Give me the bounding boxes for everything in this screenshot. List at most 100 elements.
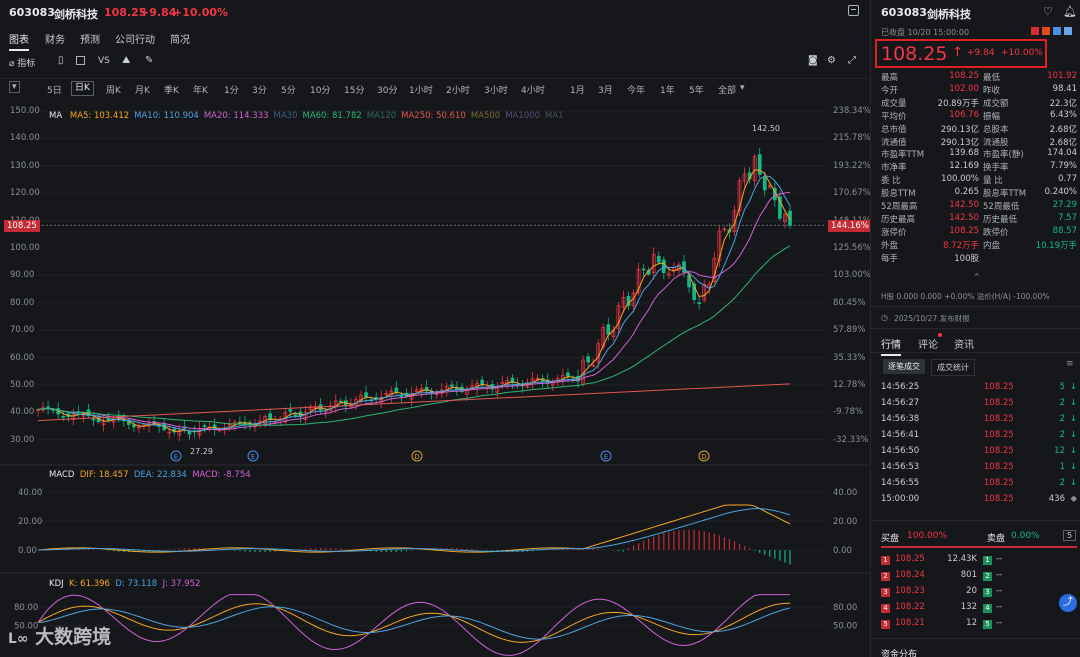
kline-chart[interactable]: E E D E D 40.00 40.00 20.00 20.00 0.00 0.00 80.00 80…: [0, 100, 870, 657]
period-monthly-k[interactable]: 月K: [135, 86, 150, 96]
square-icon[interactable]: [76, 56, 85, 65]
period-yearly-k[interactable]: 年K: [193, 86, 208, 96]
stat-value: 290.13亿: [940, 137, 979, 148]
candle-body: [732, 210, 737, 232]
watermark-logo-icon: ᒪ∞: [8, 631, 29, 647]
price-tick-label: 120.00: [10, 188, 40, 199]
trade-row: 15:00:00 108.25 436 ◆: [881, 494, 1077, 508]
kdj-j-line: [37, 594, 790, 656]
camera-icon[interactable]: ◙: [808, 55, 818, 66]
share-floating-icon[interactable]: ⤴: [1059, 594, 1077, 612]
period-all[interactable]: 全部: [718, 86, 737, 96]
stock-code: 603083: [9, 6, 55, 19]
event-marker-label: D: [414, 453, 419, 461]
stats-row: 市净率 12.169 换手率 7.79%: [881, 161, 1077, 174]
period-3min[interactable]: 3分: [252, 86, 267, 96]
period-1y[interactable]: 1年: [660, 86, 675, 96]
stat-value: 101.92: [1047, 71, 1077, 81]
stat-label: 总股本: [983, 124, 1009, 135]
stat-value: 8.72万手: [943, 240, 979, 251]
period-1m[interactable]: 1月: [570, 86, 585, 96]
ma250-line: [37, 383, 791, 422]
stat-label: 历史最高: [881, 214, 916, 225]
ma-legend-item[interactable]: MA5: 103.412: [69, 111, 130, 121]
trade-time: 14:56:27: [881, 398, 920, 408]
trade-row: 14:56:38 108.25 2 ↓: [881, 414, 1077, 428]
settings-gear-icon[interactable]: ⚙: [827, 55, 836, 66]
period-15min[interactable]: 15分: [344, 86, 365, 96]
expand-chevron-icon[interactable]: ⌃: [973, 273, 981, 283]
period-ytd[interactable]: 今年: [627, 86, 646, 96]
kdj-j: J: 37.952: [162, 579, 201, 589]
stat-value: 100股: [954, 253, 979, 264]
trade-volume: 2: [1059, 398, 1065, 408]
period-dropdown-icon[interactable]: ▾: [9, 81, 20, 93]
period-more-icon[interactable]: ▾: [740, 83, 745, 93]
ask-depth-count[interactable]: 5: [1063, 530, 1077, 541]
pen-icon[interactable]: ✎: [145, 55, 154, 66]
favorite-heart-icon[interactable]: ♡: [1043, 5, 1053, 18]
period-weekly-k[interactable]: 周K: [106, 86, 121, 96]
tab-forecast[interactable]: 预测: [80, 35, 100, 46]
percent-tick-label: 238.34%: [833, 106, 871, 116]
candle-type-icon[interactable]: ▯: [58, 55, 64, 66]
period-5min[interactable]: 5分: [281, 86, 296, 96]
subtab-news[interactable]: 资讯: [954, 340, 974, 351]
subtab-comments[interactable]: 评论: [918, 340, 938, 351]
report-notice[interactable]: 2025/10/27 发布财报: [894, 314, 970, 323]
candle-body: [46, 406, 50, 409]
percent-tick-label: 193.22%: [833, 160, 871, 171]
period-3m[interactable]: 3月: [598, 86, 613, 96]
stat-value: 174.04: [1047, 148, 1077, 159]
tab-finance[interactable]: 财务: [45, 35, 65, 46]
stat-value: 290.13亿: [940, 124, 979, 135]
ma-legend-item[interactable]: MA250: 50.610: [401, 111, 466, 121]
candle-body: [71, 414, 76, 420]
ma-legend-item[interactable]: MA20: 114.333: [203, 111, 269, 121]
indicator-button[interactable]: ⌀ 指标: [9, 59, 36, 69]
tab-profile[interactable]: 简况: [170, 35, 190, 46]
draw-tool-icon[interactable]: ⛰: [122, 55, 131, 66]
period-4h[interactable]: 4小时: [521, 86, 545, 96]
period-5y[interactable]: 5年: [689, 86, 704, 96]
ma-legend-item[interactable]: MA500: [470, 111, 501, 121]
subtab-quote[interactable]: 行情: [881, 336, 901, 356]
ma-legend-item[interactable]: MA120: [366, 111, 397, 121]
percent-tick-label: 103.00%: [833, 270, 871, 281]
tab-trade-stats[interactable]: 成交统计: [931, 359, 975, 376]
collapse-panel-icon[interactable]: [848, 5, 859, 16]
low-annotation: 27.29: [190, 447, 213, 456]
tab-tick-trades[interactable]: 逐笔成交: [883, 359, 925, 374]
stat-label: 股息率TTM: [983, 189, 1027, 200]
period-2h[interactable]: 2小时: [446, 86, 470, 96]
period-3h[interactable]: 3小时: [484, 86, 508, 96]
stats-row: 今开 102.00 昨收 98.41: [881, 84, 1077, 97]
ma-legend-item[interactable]: MA1: [544, 111, 564, 121]
period-quarterly-k[interactable]: 季K: [164, 86, 179, 96]
period-1h[interactable]: 1小时: [409, 86, 433, 96]
fullscreen-icon[interactable]: ⤢: [848, 55, 856, 66]
period-30min[interactable]: 30分: [377, 86, 398, 96]
trade-price: 108.25: [984, 414, 1014, 424]
compare-button[interactable]: VS: [98, 56, 110, 66]
event-marker-label: E: [174, 453, 178, 461]
candle-body: [338, 400, 343, 403]
tab-chart[interactable]: 图表: [9, 31, 29, 51]
period-1min[interactable]: 1分: [224, 86, 239, 96]
ma60-line: [37, 245, 791, 426]
ma-legend-item[interactable]: MA30: [273, 111, 298, 121]
bell-icon[interactable]: 🔔︎: [1063, 5, 1077, 18]
stat-value: 7.57: [1058, 212, 1077, 223]
ma-legend-item[interactable]: MA60: 81.782: [302, 111, 362, 121]
list-menu-icon[interactable]: ≡: [1066, 359, 1074, 369]
stat-label: 成交额: [983, 98, 1009, 109]
stat-label: 股息TTM: [881, 189, 916, 200]
ma-legend-item[interactable]: MA1000: [505, 111, 540, 121]
stat-label: 外盘: [881, 240, 899, 251]
candle-body: [722, 228, 727, 231]
period-5d[interactable]: 5日: [47, 86, 62, 96]
period-10min[interactable]: 10分: [310, 86, 331, 96]
period-daily-k[interactable]: 日K: [71, 81, 94, 96]
tab-corporate-actions[interactable]: 公司行动: [115, 35, 155, 46]
ma-legend-item[interactable]: MA10: 110.904: [134, 111, 199, 121]
